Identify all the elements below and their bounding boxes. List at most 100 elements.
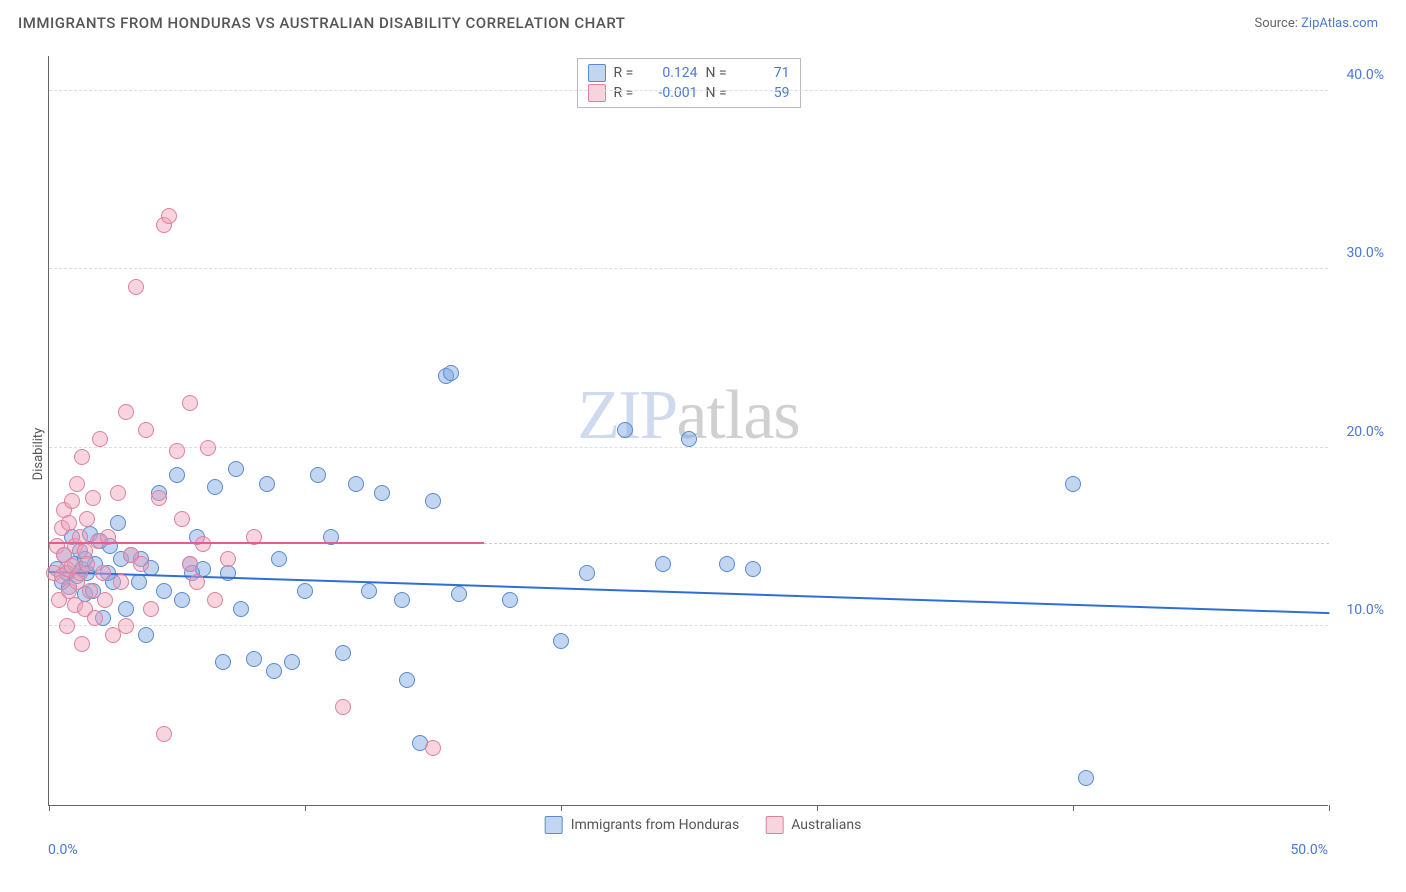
legend-swatch bbox=[588, 84, 606, 102]
source-link[interactable]: ZipAtlas.com bbox=[1301, 16, 1378, 31]
data-point bbox=[297, 583, 313, 599]
y-tick-label: 10.0% bbox=[1346, 602, 1384, 618]
legend-swatch bbox=[545, 816, 563, 834]
data-point bbox=[82, 583, 98, 599]
legend-n-value: 71 bbox=[742, 65, 790, 81]
y-tick-label: 40.0% bbox=[1346, 67, 1384, 83]
data-point bbox=[348, 476, 364, 492]
x-tick-mark bbox=[1329, 805, 1330, 811]
data-point bbox=[174, 511, 190, 527]
data-point bbox=[95, 565, 111, 581]
data-point bbox=[161, 208, 177, 224]
data-point bbox=[64, 493, 80, 509]
chart-container: Disability ZIPatlas R =0.124N =71R =-0.0… bbox=[18, 44, 1388, 864]
data-point bbox=[681, 431, 697, 447]
trend-line bbox=[49, 542, 484, 544]
data-point bbox=[85, 490, 101, 506]
legend-n-label: N = bbox=[706, 85, 734, 101]
data-point bbox=[655, 556, 671, 572]
data-point bbox=[451, 586, 467, 602]
data-point bbox=[61, 515, 77, 531]
data-point bbox=[361, 583, 377, 599]
legend-series-name: Australians bbox=[791, 817, 861, 833]
data-point bbox=[1065, 476, 1081, 492]
data-point bbox=[118, 618, 134, 634]
x-tick-mark bbox=[305, 805, 306, 811]
data-point bbox=[266, 663, 282, 679]
gridline bbox=[49, 268, 1328, 269]
data-point bbox=[271, 551, 287, 567]
data-point bbox=[220, 551, 236, 567]
legend-row: R = 0.124 N = 71 bbox=[588, 63, 790, 83]
data-point bbox=[502, 592, 518, 608]
data-point bbox=[169, 443, 185, 459]
legend-r-value: -0.001 bbox=[650, 85, 698, 101]
gridline bbox=[49, 90, 1328, 91]
x-tick-mark bbox=[1073, 805, 1074, 811]
gridline bbox=[49, 447, 1328, 448]
data-point bbox=[579, 565, 595, 581]
data-point bbox=[74, 449, 90, 465]
x-tick-mark bbox=[49, 805, 50, 811]
series-legend: Immigrants from Honduras Australians bbox=[545, 816, 862, 834]
legend-n-label: N = bbox=[706, 65, 734, 81]
data-point bbox=[207, 479, 223, 495]
data-point bbox=[156, 583, 172, 599]
data-point bbox=[138, 422, 154, 438]
data-point bbox=[215, 654, 231, 670]
data-point bbox=[246, 651, 262, 667]
source-prefix: Source: bbox=[1254, 16, 1301, 31]
y-tick-label: 20.0% bbox=[1346, 424, 1384, 440]
data-point bbox=[207, 592, 223, 608]
data-point bbox=[310, 467, 326, 483]
data-point bbox=[151, 490, 167, 506]
data-point bbox=[189, 574, 205, 590]
data-point bbox=[443, 365, 459, 381]
data-point bbox=[200, 440, 216, 456]
y-axis-label: Disability bbox=[31, 428, 46, 481]
data-point bbox=[87, 610, 103, 626]
data-point bbox=[79, 556, 95, 572]
data-point bbox=[131, 574, 147, 590]
data-point bbox=[169, 467, 185, 483]
data-point bbox=[97, 592, 113, 608]
legend-item: Immigrants from Honduras bbox=[545, 816, 740, 834]
legend-item: Australians bbox=[765, 816, 861, 834]
data-point bbox=[425, 493, 441, 509]
data-point bbox=[284, 654, 300, 670]
data-point bbox=[59, 618, 75, 634]
legend-swatch bbox=[588, 64, 606, 82]
data-point bbox=[617, 422, 633, 438]
data-point bbox=[113, 574, 129, 590]
legend-r-label: R = bbox=[614, 85, 642, 101]
data-point bbox=[425, 740, 441, 756]
legend-r-value: 0.124 bbox=[650, 65, 698, 81]
x-tick-mark bbox=[817, 805, 818, 811]
x-tick-mark bbox=[561, 805, 562, 811]
legend-swatch bbox=[765, 816, 783, 834]
data-point bbox=[719, 556, 735, 572]
data-point bbox=[195, 536, 211, 552]
data-point bbox=[118, 404, 134, 420]
data-point bbox=[335, 699, 351, 715]
data-point bbox=[228, 461, 244, 477]
data-point bbox=[110, 515, 126, 531]
legend-r-label: R = bbox=[614, 65, 642, 81]
data-point bbox=[156, 726, 172, 742]
x-axis-min-label: 0.0% bbox=[48, 842, 78, 858]
data-point bbox=[174, 592, 190, 608]
data-point bbox=[374, 485, 390, 501]
data-point bbox=[399, 672, 415, 688]
watermark-zip: ZIP bbox=[577, 377, 676, 454]
data-point bbox=[133, 556, 149, 572]
gridline bbox=[49, 625, 1328, 626]
chart-title: IMMIGRANTS FROM HONDURAS VS AUSTRALIAN D… bbox=[18, 14, 625, 32]
legend-n-value: 59 bbox=[742, 85, 790, 101]
data-point bbox=[143, 601, 159, 617]
data-point bbox=[394, 592, 410, 608]
data-point bbox=[118, 601, 134, 617]
data-point bbox=[79, 511, 95, 527]
data-point bbox=[259, 476, 275, 492]
legend-row: R = -0.001 N = 59 bbox=[588, 83, 790, 103]
data-point bbox=[335, 645, 351, 661]
